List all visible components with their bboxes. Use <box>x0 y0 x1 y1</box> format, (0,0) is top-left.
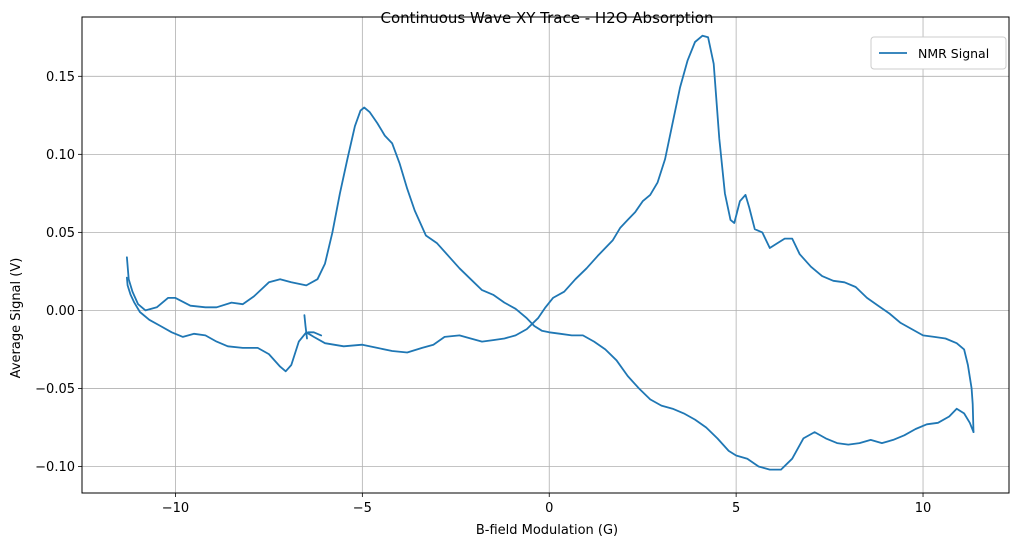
y-tick-label: 0.00 <box>46 304 75 319</box>
x-tick-label: 0 <box>545 501 553 516</box>
y-tick-label: 0.10 <box>46 148 75 163</box>
y-tick-label: −0.10 <box>35 460 75 475</box>
grid <box>82 17 1009 493</box>
series-line-nmr-signal <box>126 34 975 433</box>
series-line-nmr-signal <box>126 106 975 471</box>
y-tick-label: 0.15 <box>46 70 75 85</box>
x-tick-label: 5 <box>732 501 740 516</box>
x-tick-label: −5 <box>353 501 372 516</box>
x-tick-label: −10 <box>162 501 189 516</box>
series-layer <box>126 34 975 471</box>
series-line-nmr-signal <box>307 331 323 337</box>
legend-label-nmr-signal: NMR Signal <box>918 46 989 61</box>
y-tick-label: −0.05 <box>35 382 75 397</box>
series-line-nmr-signal <box>303 314 308 340</box>
axes-frame <box>81 16 1010 494</box>
y-axis-ticks: −0.10 −0.05 0.00 0.05 0.10 0.15 <box>35 70 82 475</box>
chart-title: Continuous Wave XY Trace - H2O Absorptio… <box>381 9 714 27</box>
x-axis-label: B-field Modulation (G) <box>476 523 618 538</box>
legend: NMR Signal <box>870 36 1007 70</box>
x-tick-label: 10 <box>915 501 932 516</box>
y-axis-label: Average Signal (V) <box>9 258 24 379</box>
y-tick-label: 0.05 <box>46 226 75 241</box>
x-axis-ticks: −10 −5 0 5 10 <box>162 493 932 516</box>
legend-box <box>870 36 1007 70</box>
